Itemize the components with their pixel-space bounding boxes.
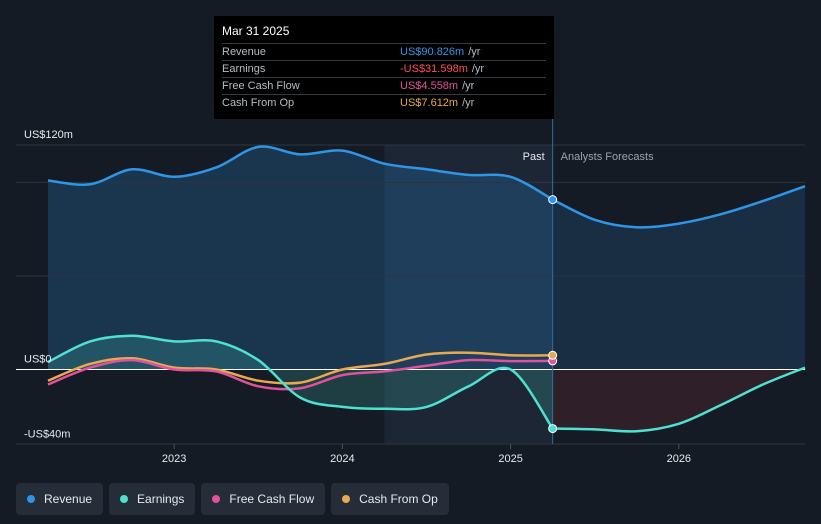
x-tick-label: 2025 <box>498 453 522 465</box>
earnings-dot-icon <box>120 495 129 503</box>
legend-label: Cash From Op <box>359 492 438 506</box>
legend-label: Revenue <box>44 492 93 506</box>
tooltip-date: Mar 31 2025 <box>222 24 290 38</box>
y-tick-label: -US$40m <box>24 428 70 440</box>
x-tick-label: 2026 <box>667 453 691 465</box>
tooltip-value: US$90.826m <box>400 46 465 58</box>
series-line-revenue <box>47 145 554 201</box>
tooltip-label: Cash From Op <box>222 97 295 109</box>
x-tick-label: 2023 <box>162 453 186 465</box>
y-tick-label: US$120m <box>24 129 73 141</box>
tooltip-value: US$7.612m <box>400 97 459 109</box>
legend-item-earnings[interactable]: Earnings <box>109 483 196 515</box>
past-label: Past <box>523 151 545 163</box>
fcf-dot-icon <box>212 495 221 503</box>
marker-revenue <box>548 195 558 205</box>
tooltip-row-cash-from-op: Cash From Op US$7.612m /yr <box>222 94 546 111</box>
legend-label: Free Cash Flow <box>229 492 315 506</box>
y-tick-label: US$0 <box>24 354 52 366</box>
series-line-cash-from-op <box>47 351 553 385</box>
tooltip-unit: /yr <box>462 80 475 92</box>
revenue-area <box>48 146 553 370</box>
tooltip-value: -US$31.598m <box>400 63 468 75</box>
series-forecast-line-earnings <box>552 366 806 433</box>
marker-cash-from-op <box>548 350 558 360</box>
revenue-dot-icon <box>27 495 35 503</box>
tooltip-label: Revenue <box>222 46 267 58</box>
tooltip-row-earnings: Earnings -US$31.598m /yr <box>222 60 546 77</box>
cfo-dot-icon <box>342 495 351 503</box>
series-line-free-cash-flow <box>47 358 553 391</box>
forecast-label: Analysts Forecasts <box>561 151 654 163</box>
tooltip-label: Earnings <box>222 63 266 75</box>
tooltip-unit: /yr <box>471 63 485 75</box>
marker-earnings <box>548 424 558 434</box>
series-forecast-line-revenue <box>552 185 806 229</box>
legend-item-cash-from-op[interactable]: Cash From Op <box>331 483 449 515</box>
revenue-forecast-area <box>552 186 805 370</box>
legend-item-free-cash-flow[interactable]: Free Cash Flow <box>201 483 326 515</box>
tooltip-unit: /yr <box>468 46 481 58</box>
series-line-earnings <box>47 334 554 430</box>
hover-tooltip: Mar 31 2025 Revenue US$90.826m /yr Earni… <box>214 16 554 119</box>
x-tick-label: 2024 <box>330 453 354 465</box>
tooltip-unit: /yr <box>462 97 475 109</box>
legend-item-revenue[interactable]: Revenue <box>16 483 104 515</box>
tooltip-row-revenue: Revenue US$90.826m /yr <box>222 43 546 60</box>
past-highlight-region <box>384 145 553 444</box>
chart-legend: Revenue Earnings Free Cash Flow Cash Fro… <box>16 483 449 515</box>
tooltip-row-free-cash-flow: Free Cash Flow US$4.558m /yr <box>222 77 546 94</box>
legend-label: Earnings <box>137 492 185 506</box>
tooltip-label: Free Cash Flow <box>222 80 300 92</box>
earnings-forecast-area <box>552 367 805 432</box>
tooltip-value: US$4.558m <box>400 80 459 92</box>
